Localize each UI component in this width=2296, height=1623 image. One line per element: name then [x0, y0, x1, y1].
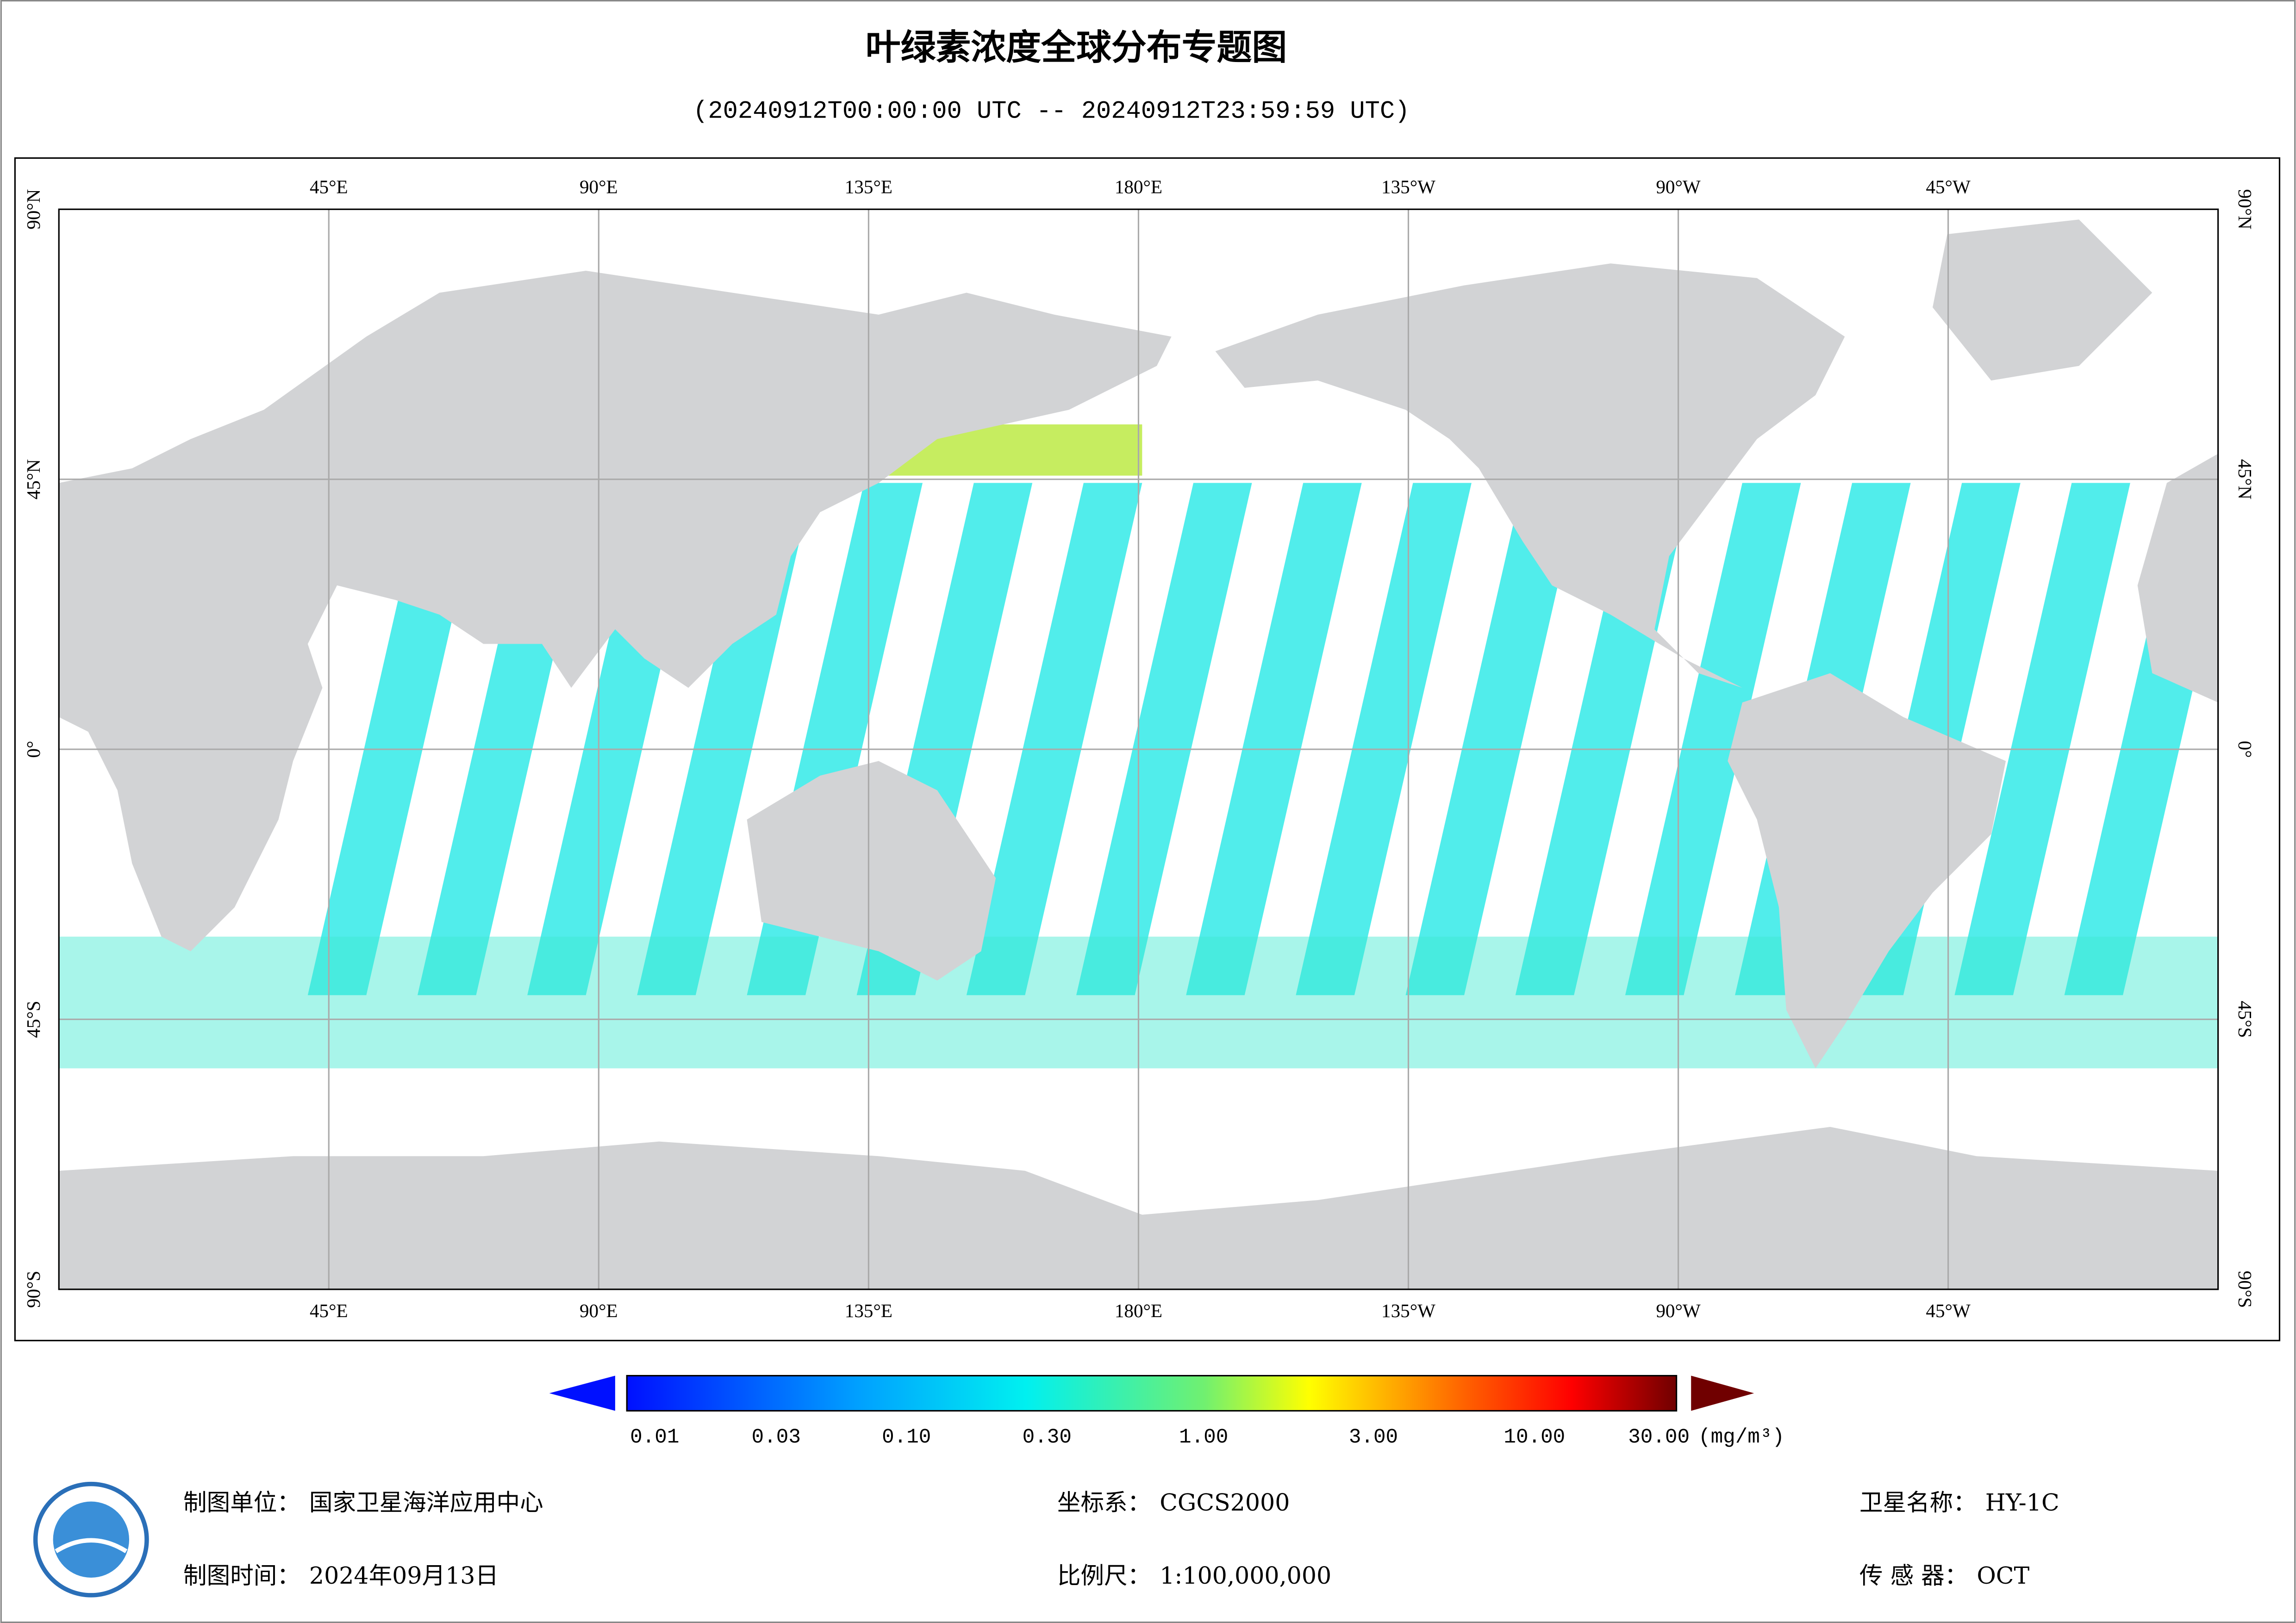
lon-label-top: 90°W — [1656, 176, 1701, 197]
colorbar-label: 0.03 — [752, 1426, 801, 1449]
australia — [747, 761, 996, 981]
lon-label-top: 135°W — [1381, 176, 1435, 197]
lon-label-bottom: 45°W — [1926, 1300, 1971, 1321]
lon-label-top: 45°E — [310, 176, 348, 197]
lat-label-left: 90°S — [23, 1271, 44, 1308]
colorbar-high-arrow — [1691, 1375, 1754, 1411]
map-frame — [14, 157, 2281, 1342]
logo — [33, 1481, 149, 1598]
footer-field: 坐标系： CGCS2000 — [1057, 1489, 1290, 1516]
colorbar-low-arrow — [549, 1375, 615, 1411]
lon-label-bottom: 135°E — [845, 1300, 892, 1321]
footer-field: 比例尺： 1:100,000,000 — [1057, 1562, 1331, 1589]
field-label: 传 感 器： — [1859, 1562, 1968, 1589]
swath — [1186, 483, 1362, 995]
colorbar-label: 0.10 — [882, 1426, 931, 1449]
lat-label-left: 90°N — [23, 189, 44, 230]
lon-label-top: 135°E — [845, 176, 892, 197]
colorbar-label: 10.00 — [1504, 1426, 1565, 1449]
colorbar-unit: (mg/m³) — [1698, 1426, 1784, 1449]
field-label: 比例尺： — [1057, 1562, 1151, 1589]
colorbar-label: 30.00 — [1628, 1426, 1690, 1449]
lon-label-bottom: 90°W — [1656, 1300, 1701, 1321]
swath — [1625, 483, 1801, 995]
lat-label-left: 0° — [23, 741, 44, 758]
swath — [966, 483, 1142, 995]
field-label: 坐标系： — [1057, 1489, 1151, 1516]
colorbar — [626, 1374, 1678, 1412]
lat-label-right: 90°S — [2234, 1271, 2256, 1308]
colorbar-label: 0.30 — [1023, 1426, 1072, 1449]
lon-label-top: 90°E — [580, 176, 618, 197]
footer-field: 传 感 器： OCT — [1859, 1562, 2030, 1589]
footer-field: 制图单位： 国家卫星海洋应用中心 — [183, 1489, 543, 1516]
south-america — [1728, 673, 2006, 1069]
colorbar-label: 3.00 — [1349, 1426, 1398, 1449]
field-value: 2024年09月13日 — [309, 1562, 499, 1589]
lat-label-left: 45°N — [23, 459, 44, 499]
map-area — [59, 209, 2218, 1289]
field-value: OCT — [1977, 1562, 2029, 1589]
field-label: 卫星名称： — [1859, 1489, 1977, 1516]
field-label: 制图时间： — [183, 1562, 300, 1589]
field-label: 制图单位： — [183, 1489, 300, 1516]
lon-label-top: 45°W — [1926, 176, 1971, 197]
colorbar-label: 0.01 — [630, 1426, 679, 1449]
lon-label-bottom: 90°E — [580, 1300, 618, 1321]
lon-label-bottom: 135°W — [1381, 1300, 1435, 1321]
swath — [1076, 483, 1252, 995]
swath — [1405, 483, 1582, 995]
greenland — [1932, 219, 2152, 381]
lat-label-right: 0° — [2234, 741, 2256, 758]
field-value: 国家卫星海洋应用中心 — [309, 1489, 543, 1516]
north-america — [1215, 263, 1845, 688]
field-value: HY-1C — [1985, 1489, 2059, 1516]
europe-west — [2137, 454, 2218, 703]
footer-field: 制图时间： 2024年09月13日 — [183, 1562, 499, 1589]
footer-field: 卫星名称： HY-1C — [1859, 1489, 2059, 1516]
map-border — [58, 208, 2219, 1290]
subtitle: (20240912T00:00:00 UTC -- 20240912T23:59… — [693, 98, 1410, 126]
swath — [1296, 483, 1472, 995]
graticule — [59, 209, 2218, 1289]
graticule-labels: 45°E 45°E 90°E 90°E 135°E 135°E 180°E 180°E 135°… — [23, 176, 2256, 1321]
lat-label-right: 45°S — [2234, 1001, 2256, 1038]
lon-label-bottom: 180°E — [1115, 1300, 1162, 1321]
swath — [1954, 483, 2130, 995]
lat-label-left: 45°S — [23, 1001, 44, 1038]
colorbar-labels: 0.01 0.03 0.10 0.30 1.00 3.00 10.00 30.00 (mg/m³… — [630, 1426, 1784, 1449]
footer: 制图单位： 国家卫星海洋应用中心 坐标系： CGCS2000 卫星名称： HY-1C 制图时… — [183, 1489, 2059, 1589]
lat-label-right: 45°N — [2234, 459, 2256, 499]
lon-label-bottom: 45°E — [310, 1300, 348, 1321]
lon-label-top: 180°E — [1115, 176, 1162, 197]
lat-label-right: 90°N — [2234, 189, 2256, 230]
colorbar-label: 1.00 — [1179, 1426, 1228, 1449]
field-value: CGCS2000 — [1160, 1489, 1290, 1516]
title: 叶绿素浓度全球分布专题图 — [866, 27, 1287, 68]
eurasia-africa — [59, 271, 1172, 951]
field-value: 1:100,000,000 — [1160, 1562, 1331, 1589]
logo-wave — [55, 1538, 128, 1554]
